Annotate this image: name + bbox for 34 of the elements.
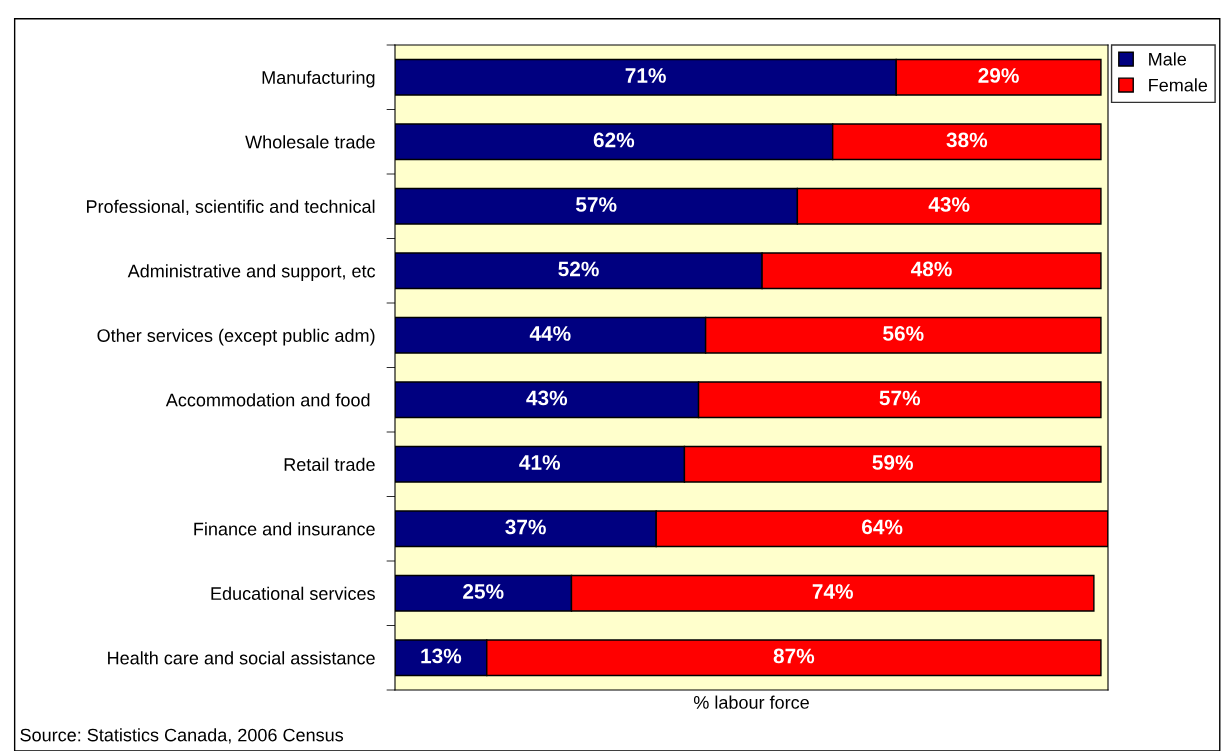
data-label: 25%	[463, 584, 504, 599]
y-tick-label: Wholesale trade	[245, 135, 375, 149]
data-label: 44%	[529, 326, 571, 341]
y-tick-label: Health care and social assistance	[108, 651, 375, 665]
data-label: 74%	[812, 584, 853, 599]
y-tick-label: Accommodation and food	[165, 393, 370, 407]
data-label: 62%	[593, 132, 635, 148]
y-tick-label: Professional, scientific and technical	[87, 199, 375, 216]
data-label: 59%	[872, 455, 913, 470]
y-tick-label: Retail trade	[284, 457, 375, 471]
source-note: Source: Statistics Canada, 2006 Census	[20, 728, 344, 744]
data-label: 29%	[978, 68, 1019, 83]
data-label: 87%	[773, 648, 815, 664]
data-label: 13%	[421, 648, 462, 664]
data-label: 37%	[505, 519, 546, 535]
y-tick-label: Manufacturing	[262, 70, 375, 88]
legend-label: Female	[1149, 78, 1208, 92]
y-tick-label: Other services (except public adm)	[97, 328, 375, 346]
data-label: 57%	[879, 390, 921, 406]
data-label: 57%	[575, 197, 617, 212]
data-label: 52%	[558, 261, 599, 277]
data-label: 43%	[526, 390, 568, 406]
legend-label: Male	[1149, 52, 1187, 66]
data-label: 56%	[883, 326, 924, 341]
data-label: 64%	[862, 519, 903, 535]
y-tick-label: Finance and insurance	[194, 522, 375, 536]
data-label: 38%	[946, 132, 988, 148]
data-label: 48%	[910, 261, 952, 277]
y-tick-label: Administrative and support, etc	[127, 264, 376, 282]
y-tick-label: Educational services	[211, 586, 375, 600]
data-label: 41%	[519, 455, 561, 470]
x-axis-title: % labour force	[693, 695, 809, 709]
data-label: 71%	[625, 68, 666, 83]
data-label: 43%	[928, 197, 970, 212]
